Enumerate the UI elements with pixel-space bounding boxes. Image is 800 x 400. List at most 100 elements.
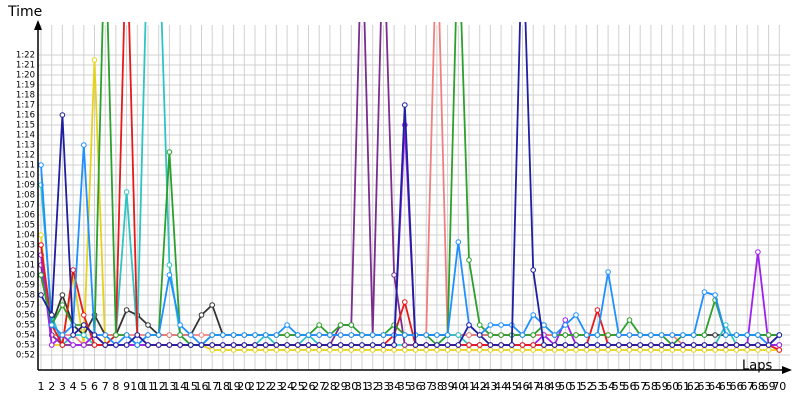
point — [369, 347, 376, 353]
point — [658, 342, 665, 348]
point — [616, 342, 622, 348]
point — [284, 322, 290, 328]
point — [70, 342, 76, 348]
point — [305, 347, 312, 353]
point — [337, 347, 344, 353]
point — [690, 332, 697, 338]
point — [626, 342, 633, 348]
point — [359, 332, 365, 338]
point — [723, 332, 729, 338]
point — [583, 347, 590, 353]
point — [113, 342, 119, 348]
point — [380, 332, 387, 338]
point — [541, 322, 547, 328]
point — [220, 347, 226, 353]
x-tick-label: 59 — [655, 380, 669, 393]
point — [637, 342, 644, 348]
point — [59, 332, 66, 338]
y-tick-label: 1:12 — [16, 151, 35, 161]
y-tick-label: 0:56 — [16, 311, 35, 321]
point — [81, 332, 87, 338]
y-tick-label: 1:00 — [16, 271, 35, 281]
x-tick-label: 46 — [516, 380, 530, 393]
point — [241, 342, 248, 348]
point — [573, 347, 579, 353]
point — [198, 312, 205, 318]
point — [434, 347, 440, 353]
point — [476, 342, 483, 348]
point — [284, 342, 290, 348]
x-tick-label: 22 — [259, 380, 273, 393]
point — [273, 347, 280, 353]
x-tick-label: 19 — [227, 380, 241, 393]
point — [230, 342, 237, 348]
x-tick-label: 63 — [697, 380, 711, 393]
point — [434, 332, 440, 338]
point — [573, 312, 579, 318]
x-tick-label: 8 — [112, 380, 119, 393]
point — [369, 332, 376, 338]
point — [262, 342, 269, 348]
x-tick-label: 30 — [344, 380, 358, 393]
x-tick-label: 32 — [366, 380, 380, 393]
point — [765, 332, 772, 338]
x-tick-label: 3 — [59, 380, 66, 393]
point — [765, 342, 772, 348]
point — [755, 332, 761, 338]
x-tick-label: 64 — [708, 380, 722, 393]
point — [498, 322, 504, 328]
y-tick-label: 0:57 — [16, 301, 35, 311]
point — [91, 342, 98, 348]
point — [102, 342, 108, 348]
point — [348, 342, 355, 348]
point — [220, 332, 226, 338]
point — [48, 312, 55, 318]
x-tick-label: 20 — [237, 380, 251, 393]
point — [466, 342, 472, 348]
point — [744, 342, 751, 348]
point — [145, 342, 151, 348]
y-tick-label: 1:05 — [16, 221, 35, 231]
x-tick-label: 41 — [462, 380, 476, 393]
point — [391, 342, 397, 348]
point — [476, 347, 483, 353]
point — [509, 347, 515, 353]
point — [530, 332, 537, 338]
point — [562, 332, 569, 338]
point — [744, 347, 751, 353]
point — [230, 347, 237, 353]
x-tick-label: 43 — [483, 380, 497, 393]
point — [712, 332, 718, 338]
point — [530, 347, 537, 353]
point — [723, 347, 729, 353]
point — [241, 347, 248, 353]
point — [123, 342, 130, 348]
y-tick-label: 1:10 — [16, 171, 35, 181]
point — [177, 322, 183, 328]
x-tick-label: 38 — [430, 380, 444, 393]
point — [701, 289, 708, 295]
point — [594, 342, 601, 348]
point — [487, 332, 494, 338]
point — [466, 332, 472, 338]
y-tick-label: 1:13 — [16, 141, 35, 151]
series-line — [40, 22, 780, 346]
y-tick-label: 1:22 — [16, 51, 35, 61]
point — [690, 347, 697, 353]
point — [252, 332, 258, 338]
point — [701, 347, 708, 353]
point — [81, 342, 87, 348]
x-tick-label: 21 — [248, 380, 262, 393]
point — [637, 332, 644, 338]
point — [626, 332, 633, 338]
point — [637, 347, 644, 353]
y-tick-label: 0:59 — [16, 281, 35, 291]
point — [487, 347, 494, 353]
x-tick-label: 44 — [494, 380, 508, 393]
x-tick-label: 40 — [451, 380, 465, 393]
point — [70, 267, 76, 273]
x-tick-label: 9 — [123, 380, 130, 393]
point — [241, 332, 248, 338]
point — [337, 342, 344, 348]
point — [209, 302, 215, 308]
